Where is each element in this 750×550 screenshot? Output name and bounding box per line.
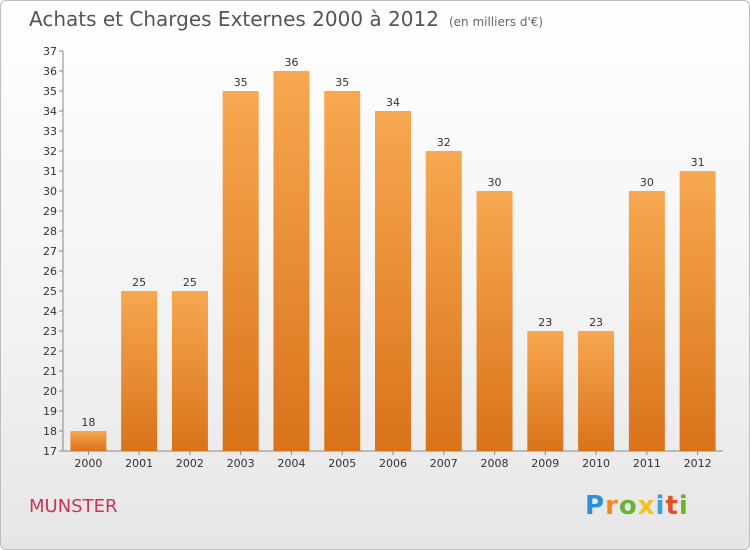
value-label-2002: 25 xyxy=(183,276,197,289)
y-tick-label: 33 xyxy=(43,125,57,138)
chart-y-ticks: 17 18 19 20 21 22 23 24 25 26 27 28 29 30 31 32 33 34 35 36… xyxy=(43,45,63,458)
value-label-2003: 35 xyxy=(234,76,248,89)
bar-2004 xyxy=(273,71,310,451)
y-tick-label: 19 xyxy=(43,405,57,418)
bar-2011 xyxy=(628,191,665,451)
value-label-2005: 35 xyxy=(335,76,349,89)
x-tick-label-2008: 2008 xyxy=(481,457,509,470)
value-label-2008: 30 xyxy=(488,176,502,189)
y-tick-label: 29 xyxy=(43,205,57,218)
value-label-2000: 18 xyxy=(81,416,95,429)
chart-title-text: Achats et Charges Externes 2000 à 2012 xyxy=(29,7,439,31)
bar-2006 xyxy=(375,111,411,451)
bar-2007 xyxy=(425,151,462,451)
logo-letter: i xyxy=(655,491,666,521)
x-tick-label-2005: 2005 xyxy=(328,457,356,470)
logo-letter: P xyxy=(585,491,606,521)
value-label-2001: 25 xyxy=(132,276,146,289)
y-tick-label: 30 xyxy=(43,185,57,198)
y-tick-label: 26 xyxy=(43,265,57,278)
y-tick-label: 21 xyxy=(43,365,57,378)
chart-value-labels: 18 25 25 35 36 35 34 32 30 23 23 30 31 xyxy=(81,56,704,429)
chart-unit-label: (en milliers d'€) xyxy=(448,15,544,29)
x-tick-label-2009: 2009 xyxy=(531,457,559,470)
logo-letter: r xyxy=(605,491,619,521)
value-label-2006: 34 xyxy=(386,96,400,109)
bar-2012 xyxy=(679,171,716,451)
y-tick-label: 22 xyxy=(43,345,57,358)
chart-bars xyxy=(70,71,716,451)
y-tick-label: 20 xyxy=(43,385,57,398)
city-name: MUNSTER xyxy=(29,496,118,517)
chart-x-ticks: 2000 2001 2002 2003 2004 2005 2006 2007 2008 2009… xyxy=(74,451,712,470)
x-tick-label-2012: 2012 xyxy=(684,457,712,470)
x-tick-label-2006: 2006 xyxy=(379,457,407,470)
bar-2005 xyxy=(324,91,361,451)
y-tick-label: 17 xyxy=(43,445,57,458)
bar-2008 xyxy=(476,191,513,451)
bar-2001 xyxy=(121,291,158,451)
logo-letter: x xyxy=(637,491,656,521)
x-tick-label-2007: 2007 xyxy=(430,457,458,470)
bar-2009 xyxy=(527,331,564,451)
x-tick-label-2004: 2004 xyxy=(277,457,305,470)
x-tick-label-2003: 2003 xyxy=(227,457,255,470)
bar-2003 xyxy=(222,91,259,451)
y-tick-label: 36 xyxy=(43,65,57,78)
y-tick-label: 25 xyxy=(43,285,57,298)
y-tick-label: 28 xyxy=(43,225,57,238)
y-tick-label: 27 xyxy=(43,245,57,258)
x-tick-label-2002: 2002 xyxy=(176,457,204,470)
value-label-2009: 23 xyxy=(538,316,552,329)
value-label-2004: 36 xyxy=(284,56,298,69)
y-tick-label: 32 xyxy=(43,145,57,158)
y-tick-label: 23 xyxy=(43,325,57,338)
bar-2010 xyxy=(578,331,615,451)
logo-letter: i xyxy=(678,491,689,521)
x-tick-label-2010: 2010 xyxy=(582,457,610,470)
x-tick-label-2011: 2011 xyxy=(633,457,661,470)
value-label-2012: 31 xyxy=(691,156,705,169)
logo-letter: o xyxy=(618,491,638,521)
value-label-2007: 32 xyxy=(437,136,451,149)
proxiti-logo: Proxiti xyxy=(585,491,689,521)
value-label-2011: 30 xyxy=(640,176,654,189)
y-tick-label: 35 xyxy=(43,85,57,98)
chart-title: Achats et Charges Externes 2000 à 2012 (e… xyxy=(29,7,543,31)
x-tick-label-2001: 2001 xyxy=(125,457,153,470)
y-tick-label: 31 xyxy=(43,165,57,178)
logo-letter: t xyxy=(665,491,679,521)
y-tick-label: 24 xyxy=(43,305,57,318)
x-tick-label-2000: 2000 xyxy=(74,457,102,470)
y-tick-label: 37 xyxy=(43,45,57,58)
bar-2002 xyxy=(171,291,208,451)
y-tick-label: 18 xyxy=(43,425,57,438)
bar-2000 xyxy=(70,431,107,451)
y-tick-label: 34 xyxy=(43,105,57,118)
value-label-2010: 23 xyxy=(589,316,603,329)
